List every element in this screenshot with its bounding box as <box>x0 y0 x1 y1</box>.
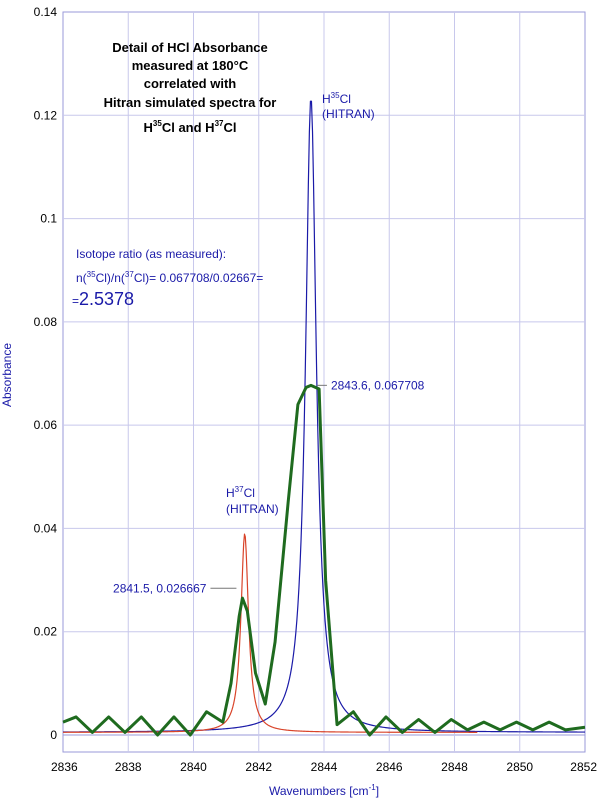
title-line-4: Hitran simulated spectra for <box>104 95 277 110</box>
label-h37cl: H37Cl (HITRAN) <box>226 485 279 516</box>
y-axis-ticks: 0 0.02 0.04 0.06 0.08 0.1 0.12 0.14 <box>34 5 58 742</box>
peak-h35-label: 2843.6, 0.067708 <box>331 378 425 392</box>
title-line-3: correlated with <box>144 76 237 91</box>
x-tick-label: 2842 <box>245 760 272 774</box>
x-tick-label: 2852 <box>570 760 597 774</box>
grid <box>63 12 585 752</box>
y-tick-label: 0.08 <box>34 315 58 329</box>
y-tick-label: 0 <box>50 728 57 742</box>
peak-h37-label: 2841.5, 0.026667 <box>113 581 207 595</box>
y-tick-label: 0.1 <box>40 212 57 226</box>
title-line-1: Detail of HCl Absorbance <box>112 40 268 55</box>
title-line-2: measured at 180°C <box>132 58 249 73</box>
ratio-line-3: =2.5378 <box>72 289 134 309</box>
series-line-1 <box>63 533 478 733</box>
ratio-line-1: Isotope ratio (as measured): <box>76 247 226 261</box>
peak-annotation-h35: 2843.6, 0.067708 <box>316 378 425 392</box>
isotope-ratio: Isotope ratio (as measured): n(35Cl)/n(3… <box>72 247 263 309</box>
x-tick-label: 2840 <box>180 760 207 774</box>
label-h35cl-name: H35Cl <box>322 91 351 106</box>
y-tick-label: 0.14 <box>34 5 58 19</box>
x-tick-label: 2850 <box>506 760 533 774</box>
chart-title: Detail of HCl Absorbance measured at 180… <box>104 40 277 135</box>
x-tick-label: 2836 <box>51 760 78 774</box>
peak-annotation-h37: 2841.5, 0.026667 <box>113 581 237 595</box>
x-tick-label: 2844 <box>311 760 338 774</box>
title-line-5: H35Cl and H37Cl <box>144 119 237 135</box>
x-tick-label: 2838 <box>115 760 142 774</box>
label-h35cl: H35Cl (HITRAN) <box>322 91 375 121</box>
series-line-2 <box>62 383 586 737</box>
y-tick-label: 0.04 <box>34 521 58 535</box>
y-tick-label: 0.02 <box>34 625 58 639</box>
x-tick-label: 2846 <box>376 760 403 774</box>
x-axis-ticks: 2836 2838 2840 2842 2844 2846 2848 2850 2852 <box>51 760 597 774</box>
x-tick-label: 2848 <box>441 760 468 774</box>
ratio-line-2: n(35Cl)/n(37Cl)= 0.067708/0.02667= <box>76 270 263 285</box>
y-tick-label: 0.12 <box>34 108 58 122</box>
y-tick-label: 0.06 <box>34 418 58 432</box>
series-group <box>62 100 586 737</box>
label-h35cl-source: (HITRAN) <box>322 107 375 121</box>
y-axis-label: Absorbance <box>0 343 14 407</box>
x-axis-label: Wavenumbers [cm-1] <box>269 783 379 798</box>
label-h37cl-source: (HITRAN) <box>226 502 279 516</box>
label-h37cl-name: H37Cl <box>226 485 255 500</box>
